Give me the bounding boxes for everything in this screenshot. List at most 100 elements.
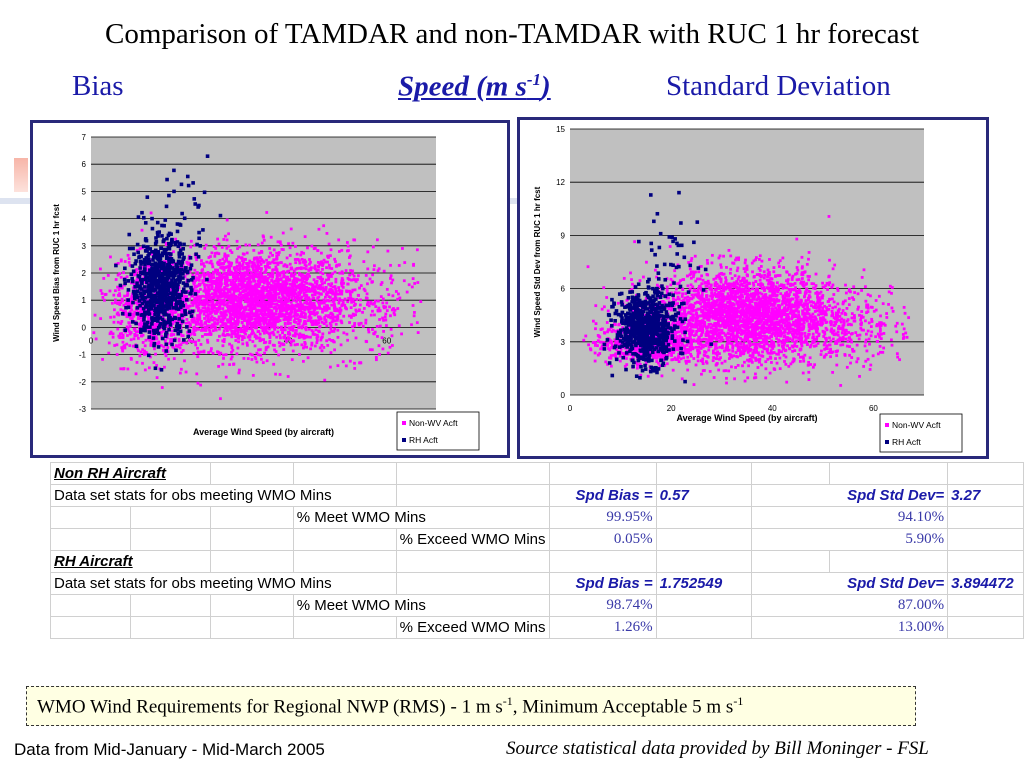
data-point	[237, 371, 241, 375]
data-point	[238, 293, 241, 297]
data-point	[247, 261, 251, 265]
data-point	[220, 265, 224, 269]
data-point	[297, 278, 301, 282]
data-point	[244, 289, 248, 293]
data-point	[391, 278, 395, 282]
data-point	[139, 270, 143, 275]
data-point	[334, 287, 337, 291]
data-point	[269, 331, 273, 335]
data-point	[127, 312, 132, 317]
data-point	[354, 336, 358, 340]
data-point	[223, 314, 227, 318]
data-point	[192, 326, 195, 330]
data-point	[232, 276, 236, 280]
data-point	[213, 322, 217, 326]
data-point	[242, 314, 246, 318]
data-point	[280, 325, 283, 329]
data-point	[207, 351, 211, 354]
data-point	[213, 252, 217, 255]
data-point	[236, 247, 239, 250]
data-point	[321, 286, 325, 290]
data-point	[221, 344, 225, 348]
data-point	[138, 303, 142, 308]
data-point	[230, 307, 233, 311]
data-point	[178, 270, 182, 274]
data-point	[160, 278, 164, 283]
data-point	[175, 284, 179, 289]
data-point	[118, 292, 121, 296]
data-point	[206, 271, 210, 274]
data-point	[844, 332, 848, 336]
data-point	[230, 296, 234, 300]
data-point	[128, 263, 132, 267]
data-point	[251, 340, 255, 343]
data-point	[166, 285, 171, 290]
data-point	[219, 302, 223, 306]
data-point	[315, 282, 319, 286]
data-point	[259, 326, 263, 329]
data-point	[110, 301, 114, 305]
data-point	[199, 343, 203, 346]
data-point	[203, 285, 207, 288]
data-point	[378, 309, 382, 313]
data-point	[293, 277, 296, 280]
data-point	[300, 250, 304, 254]
data-point	[251, 288, 255, 292]
data-point	[125, 300, 129, 304]
data-point	[202, 271, 206, 275]
data-point	[264, 268, 268, 272]
data-point	[194, 252, 198, 256]
data-point	[260, 249, 263, 253]
data-point	[162, 260, 166, 263]
speed-heading-sup: -1	[526, 70, 542, 89]
data-point	[228, 299, 232, 303]
data-point	[142, 325, 146, 330]
data-point	[308, 317, 312, 321]
data-point	[689, 270, 693, 274]
data-point	[141, 341, 145, 344]
data-point	[266, 307, 270, 311]
data-point	[131, 344, 135, 348]
data-point	[171, 306, 175, 310]
data-point	[380, 336, 384, 340]
data-point	[260, 357, 263, 361]
data-point	[277, 283, 281, 287]
data-point	[217, 307, 221, 311]
data-point	[248, 277, 252, 281]
data-point	[222, 329, 226, 333]
data-point	[272, 317, 275, 321]
data-point	[273, 297, 277, 301]
data-point	[138, 354, 142, 358]
data-point	[413, 311, 416, 314]
data-point	[329, 316, 333, 320]
data-point	[248, 243, 251, 247]
data-point	[260, 307, 264, 310]
data-point	[340, 284, 344, 288]
data-point	[250, 326, 253, 330]
data-point	[260, 259, 264, 263]
data-point	[260, 267, 263, 270]
data-point	[285, 293, 289, 297]
data-point	[163, 280, 167, 285]
data-point	[313, 291, 317, 295]
data-point	[223, 255, 227, 258]
y-tick-label: -1	[79, 351, 87, 360]
data-point	[322, 289, 326, 293]
data-point	[174, 267, 178, 272]
data-point	[343, 303, 347, 307]
data-point	[119, 322, 123, 325]
data-point	[260, 241, 264, 245]
data-point	[150, 312, 154, 315]
data-point	[218, 258, 222, 262]
data-point	[313, 322, 317, 326]
data-point	[149, 293, 154, 297]
data-point	[119, 367, 123, 371]
data-point	[282, 275, 286, 279]
data-point	[282, 283, 286, 287]
data-point	[196, 346, 199, 350]
data-point	[196, 255, 201, 259]
data-point	[303, 258, 307, 262]
data-point	[329, 351, 333, 355]
data-point	[313, 246, 317, 250]
data-point	[209, 255, 212, 258]
